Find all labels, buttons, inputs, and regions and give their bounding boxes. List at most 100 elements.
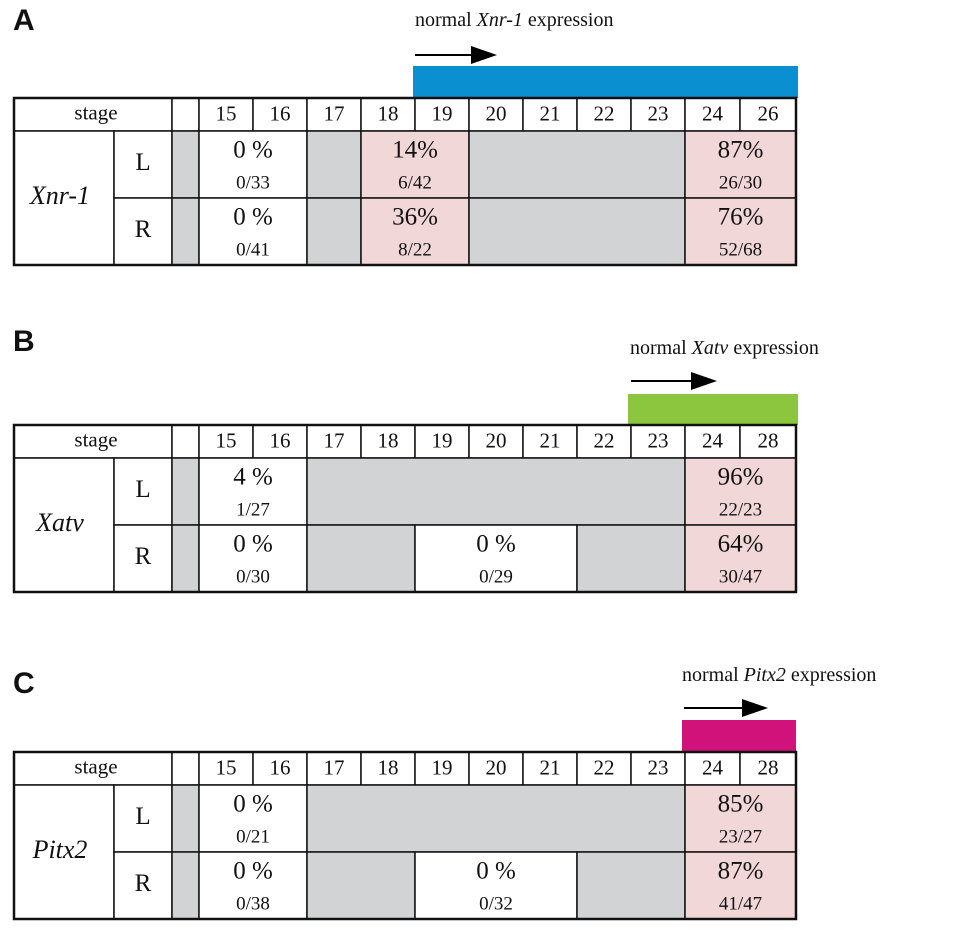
stage-number: 28: [758, 428, 779, 452]
percent: 0 %: [476, 531, 516, 558]
stage-number: 19: [432, 101, 453, 125]
caption-suffix: expression: [791, 664, 877, 686]
data-cell: [198, 784, 308, 853]
header-cell: [198, 751, 254, 786]
stage-number: 16: [270, 101, 291, 125]
fraction: 0/21: [236, 826, 270, 847]
side-label: R: [135, 543, 152, 570]
spacer-cell: [171, 851, 200, 920]
data-cell: [414, 851, 578, 920]
stage-number: 22: [594, 101, 615, 125]
stage-number: 15: [216, 428, 237, 452]
stage-number: 28: [758, 755, 779, 779]
gene-cell: [13, 784, 115, 920]
stage-number: 18: [378, 101, 399, 125]
arrow-head: [691, 372, 717, 390]
panel-label: A: [13, 4, 35, 37]
caption-prefix: normal: [415, 9, 472, 31]
fraction: 0/29: [479, 566, 513, 587]
gray-cell: [468, 130, 686, 199]
stage-number: 20: [486, 101, 507, 125]
header-cell: [306, 751, 362, 786]
arrow-head: [471, 46, 497, 64]
header-cell: [198, 97, 254, 132]
data-cell: [414, 524, 578, 593]
caption: normal Xatv expression: [630, 337, 819, 359]
gray-cell: [306, 130, 362, 199]
spacer-cell: [171, 457, 200, 526]
fraction: 1/27: [236, 499, 270, 520]
fraction: 52/68: [719, 239, 762, 260]
side-cell: [113, 130, 173, 199]
panel-label: B: [13, 325, 35, 358]
side-label: L: [135, 803, 150, 830]
fraction: 23/27: [719, 826, 762, 847]
stage-number: 26: [758, 101, 779, 125]
stage-header: stage: [74, 100, 117, 124]
header-cell: [576, 97, 632, 132]
spacer-cell: [171, 130, 200, 199]
data-cell: [198, 197, 308, 266]
side-cell: [113, 197, 173, 266]
percent: 64%: [718, 531, 764, 558]
stage-number: 21: [540, 101, 561, 125]
percent: 76%: [718, 204, 764, 231]
stage-number: 16: [270, 755, 291, 779]
percent: 0 %: [233, 137, 273, 164]
percent: 0 %: [233, 791, 273, 818]
fraction: 0/38: [236, 893, 270, 914]
header-cell: [739, 751, 797, 786]
stage-number: 15: [216, 755, 237, 779]
header-cell: [414, 751, 470, 786]
caption-gene: Xnr-1: [476, 9, 523, 31]
stage-number: 17: [324, 101, 345, 125]
gene-name: Pitx2: [32, 835, 88, 864]
fraction: 0/32: [479, 893, 513, 914]
percent: 0 %: [233, 531, 273, 558]
data-cell: [684, 784, 797, 853]
fraction: 6/42: [398, 172, 432, 193]
caption-suffix: expression: [733, 337, 819, 359]
percent: 87%: [718, 858, 764, 885]
side-label: R: [135, 870, 152, 897]
caption-gene: Pitx2: [743, 664, 786, 686]
stage-number: 20: [486, 428, 507, 452]
percent: 4 %: [233, 464, 273, 491]
stage-number: 18: [378, 755, 399, 779]
stage-number: 23: [648, 101, 669, 125]
stage-number: 24: [702, 755, 724, 779]
table-border: [12, 750, 798, 921]
caption-prefix: normal: [682, 664, 739, 686]
stage-number: 16: [270, 428, 291, 452]
header-cell: [576, 751, 632, 786]
fraction: 0/41: [236, 239, 270, 260]
stage-number: 17: [324, 755, 345, 779]
stage-number: 17: [324, 428, 345, 452]
stage-number: 21: [540, 755, 561, 779]
side-label: L: [135, 476, 150, 503]
arrow-head: [742, 699, 768, 717]
expression-bar: [628, 394, 798, 425]
stage-number: 20: [486, 755, 507, 779]
gene-name: Xnr-1: [29, 181, 90, 210]
data-cell: [198, 524, 308, 593]
stage-header: stage: [74, 754, 117, 778]
percent: 0 %: [233, 204, 273, 231]
side-cell: [113, 457, 173, 526]
stage-header: stage: [74, 427, 117, 451]
side-cell: [113, 784, 173, 853]
percent: 96%: [718, 464, 764, 491]
data-cell: [684, 457, 797, 526]
fraction: 30/47: [719, 566, 762, 587]
stage-number: 22: [594, 755, 615, 779]
stage-number: 19: [432, 755, 453, 779]
stage-number: 19: [432, 428, 453, 452]
caption-suffix: expression: [528, 9, 614, 31]
fraction: 0/30: [236, 566, 270, 587]
gray-cell: [306, 784, 686, 853]
header-cell: [684, 751, 741, 786]
fraction: 41/47: [719, 893, 762, 914]
percent: 36%: [392, 204, 438, 231]
data-cell: [198, 130, 308, 199]
